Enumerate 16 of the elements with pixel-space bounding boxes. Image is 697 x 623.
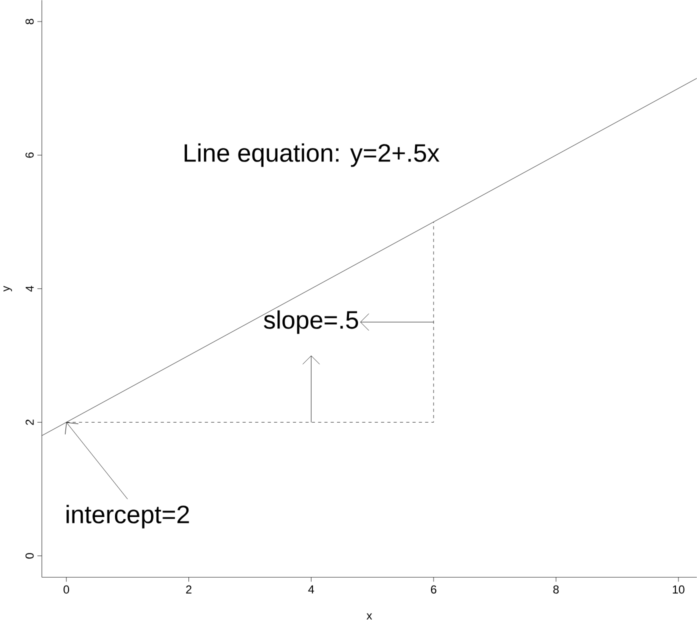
x-tick-label: 6 [430, 585, 436, 594]
x-axis-title: x [366, 613, 372, 620]
y-axis-title: y [4, 286, 12, 292]
y-tick-label: 0 [26, 553, 34, 559]
annotation: slope=.5 [264, 310, 358, 334]
annotation: intercept=2 [66, 504, 189, 528]
x-tick-label: 10 [672, 585, 684, 594]
x-tick-label: 2 [186, 585, 192, 594]
y-tick-label: 2 [26, 420, 34, 425]
y-tick-label: 6 [26, 152, 34, 158]
y-tick-label: 4 [26, 286, 34, 292]
x-tick-label: 4 [308, 585, 314, 594]
x-tick-label: 8 [553, 585, 559, 594]
x-tick-label: 0 [64, 585, 70, 594]
y-tick-label: 8 [26, 18, 34, 24]
annotation: Line equation: y=2+.5x [184, 143, 440, 167]
